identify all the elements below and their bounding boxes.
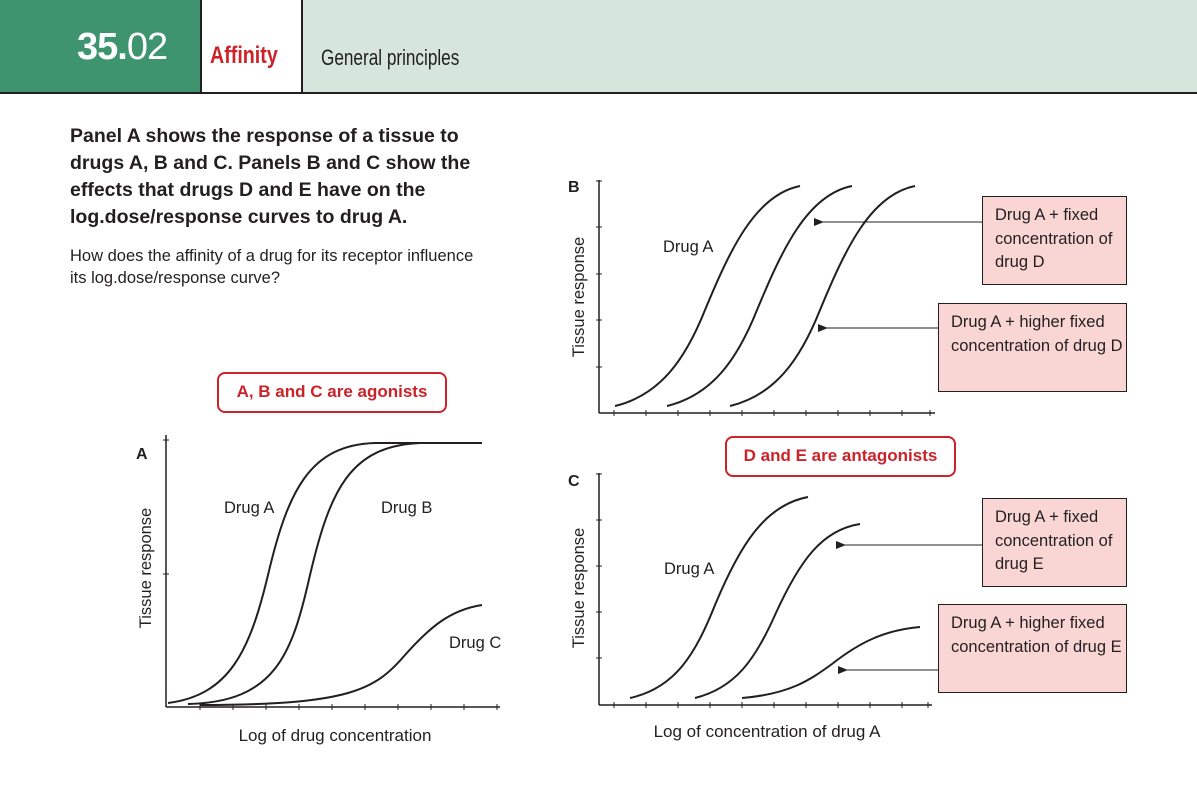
- intro-lead: Panel A shows the response of a tissue t…: [70, 125, 471, 228]
- panel-c: C Drug A Tissue response Log of: [568, 473, 982, 741]
- section-title: General principles: [321, 45, 460, 70]
- panel-c-ticks: [596, 473, 929, 708]
- panel-a: A Drug A Drug B Drug C Tissue response L…: [136, 435, 501, 745]
- section-number: 35.02: [0, 0, 200, 92]
- panel-a-x-label: Log of drug concentration: [239, 726, 432, 745]
- panel-b-box-higher: Drug A + higher fixed concentration of d…: [938, 303, 1127, 392]
- section-number-major: 35.: [77, 26, 128, 68]
- panel-b-curve-higher-d: [729, 185, 916, 407]
- panel-b-curve-fixed-d: [666, 185, 853, 407]
- panel-a-label-drug-b: Drug B: [381, 499, 432, 517]
- panel-c-box-fixed: Drug A + fixed concentration of drug E: [982, 498, 1127, 587]
- panel-c-curve-higher-e: [741, 626, 921, 699]
- panel-c-curve-fixed-e: [694, 523, 861, 699]
- panel-c-curve-drug-a: [629, 496, 809, 699]
- panel-b-box-fixed: Drug A + fixed concentration of drug D: [982, 196, 1127, 285]
- topic-title: Affinity: [210, 42, 278, 69]
- antagonists-callout: D and E are antagonists: [725, 436, 956, 477]
- panel-c-box-higher: Drug A + higher fixed concentration of d…: [938, 604, 1127, 693]
- panel-a-ticks: [163, 439, 498, 710]
- panel-c-y-label: Tissue response: [570, 528, 588, 648]
- panel-b-label-drug-a: Drug A: [663, 238, 713, 256]
- panel-a-curve-drug-a: [167, 442, 480, 704]
- panel-a-curve-drug-b: [187, 442, 482, 705]
- panel-a-curve-drug-c: [199, 604, 483, 706]
- panel-a-letter: A: [136, 446, 148, 463]
- topic-tab: Affinity: [200, 0, 303, 92]
- panel-b-letter: B: [568, 179, 580, 196]
- panel-b: B Drug A Tissue response: [568, 179, 982, 416]
- panel-a-label-drug-c: Drug C: [449, 634, 501, 652]
- panel-a-label-drug-a: Drug A: [224, 499, 274, 517]
- panel-b-y-label: Tissue response: [570, 237, 588, 357]
- panel-b-curve-drug-a: [614, 185, 801, 407]
- intro-question: How does the affinity of a drug for its …: [70, 247, 474, 287]
- agonists-callout: A, B and C are agonists: [217, 372, 447, 413]
- page-header: 35.02 Affinity General principles: [0, 0, 1197, 94]
- panel-c-x-label: Log of concentration of drug A: [654, 722, 881, 741]
- panel-b-ticks: [596, 180, 931, 416]
- panel-c-label-drug-a: Drug A: [664, 560, 714, 578]
- section-number-minor: 02: [126, 26, 168, 68]
- panel-c-letter: C: [568, 473, 580, 490]
- panel-a-y-label: Tissue response: [137, 508, 155, 628]
